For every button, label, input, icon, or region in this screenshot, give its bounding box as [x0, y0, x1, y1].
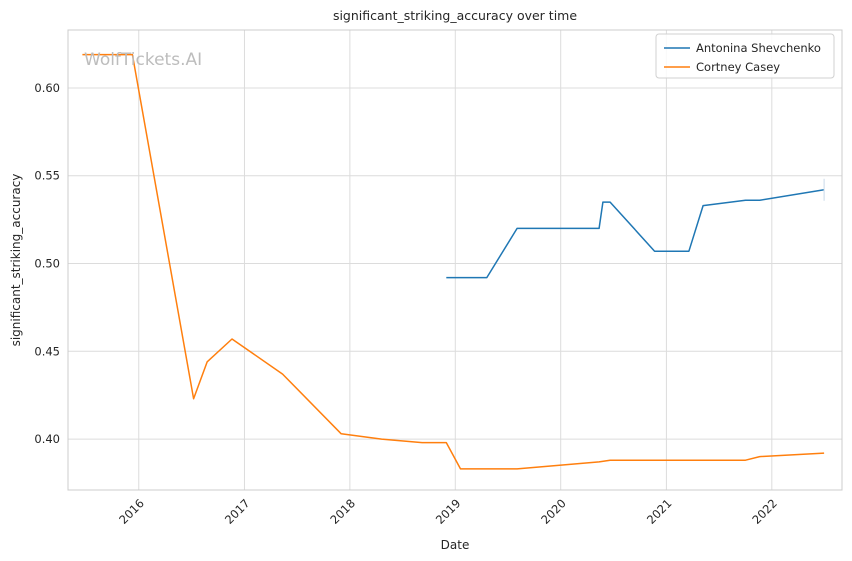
grid-lines [68, 30, 842, 490]
x-tick-label: 2016 [116, 496, 147, 527]
series-lines [82, 53, 825, 470]
y-axis-title: significant_striking_accuracy [9, 174, 23, 347]
chart-title: significant_striking_accuracy over time [333, 8, 577, 23]
y-tick-label: 0.55 [34, 169, 60, 183]
x-tick-label: 2022 [749, 496, 780, 527]
series-line-1 [82, 53, 825, 470]
legend-label-1: Cortney Casey [696, 60, 780, 74]
y-tick-label: 0.45 [34, 344, 60, 358]
x-axis-title: Date [441, 538, 470, 552]
x-tick-label: 2017 [222, 496, 253, 527]
x-tick-label: 2019 [433, 496, 464, 527]
legend-label-0: Antonina Shevchenko [696, 41, 821, 55]
y-tick-label: 0.60 [34, 81, 60, 95]
plot-area-frame [67, 29, 843, 491]
y-tick-label: 0.50 [34, 257, 60, 271]
legend-box [655, 33, 835, 79]
y-tick-label: 0.40 [34, 432, 60, 446]
x-tick-label: 2020 [538, 496, 569, 527]
watermark-text: WolfTickets.AI [84, 50, 202, 70]
x-tick-label: 2021 [644, 496, 675, 527]
legend: Antonina Shevchenko Cortney Casey [655, 33, 835, 79]
x-tick-label: 2018 [327, 496, 358, 527]
series-line-0 [446, 189, 825, 279]
